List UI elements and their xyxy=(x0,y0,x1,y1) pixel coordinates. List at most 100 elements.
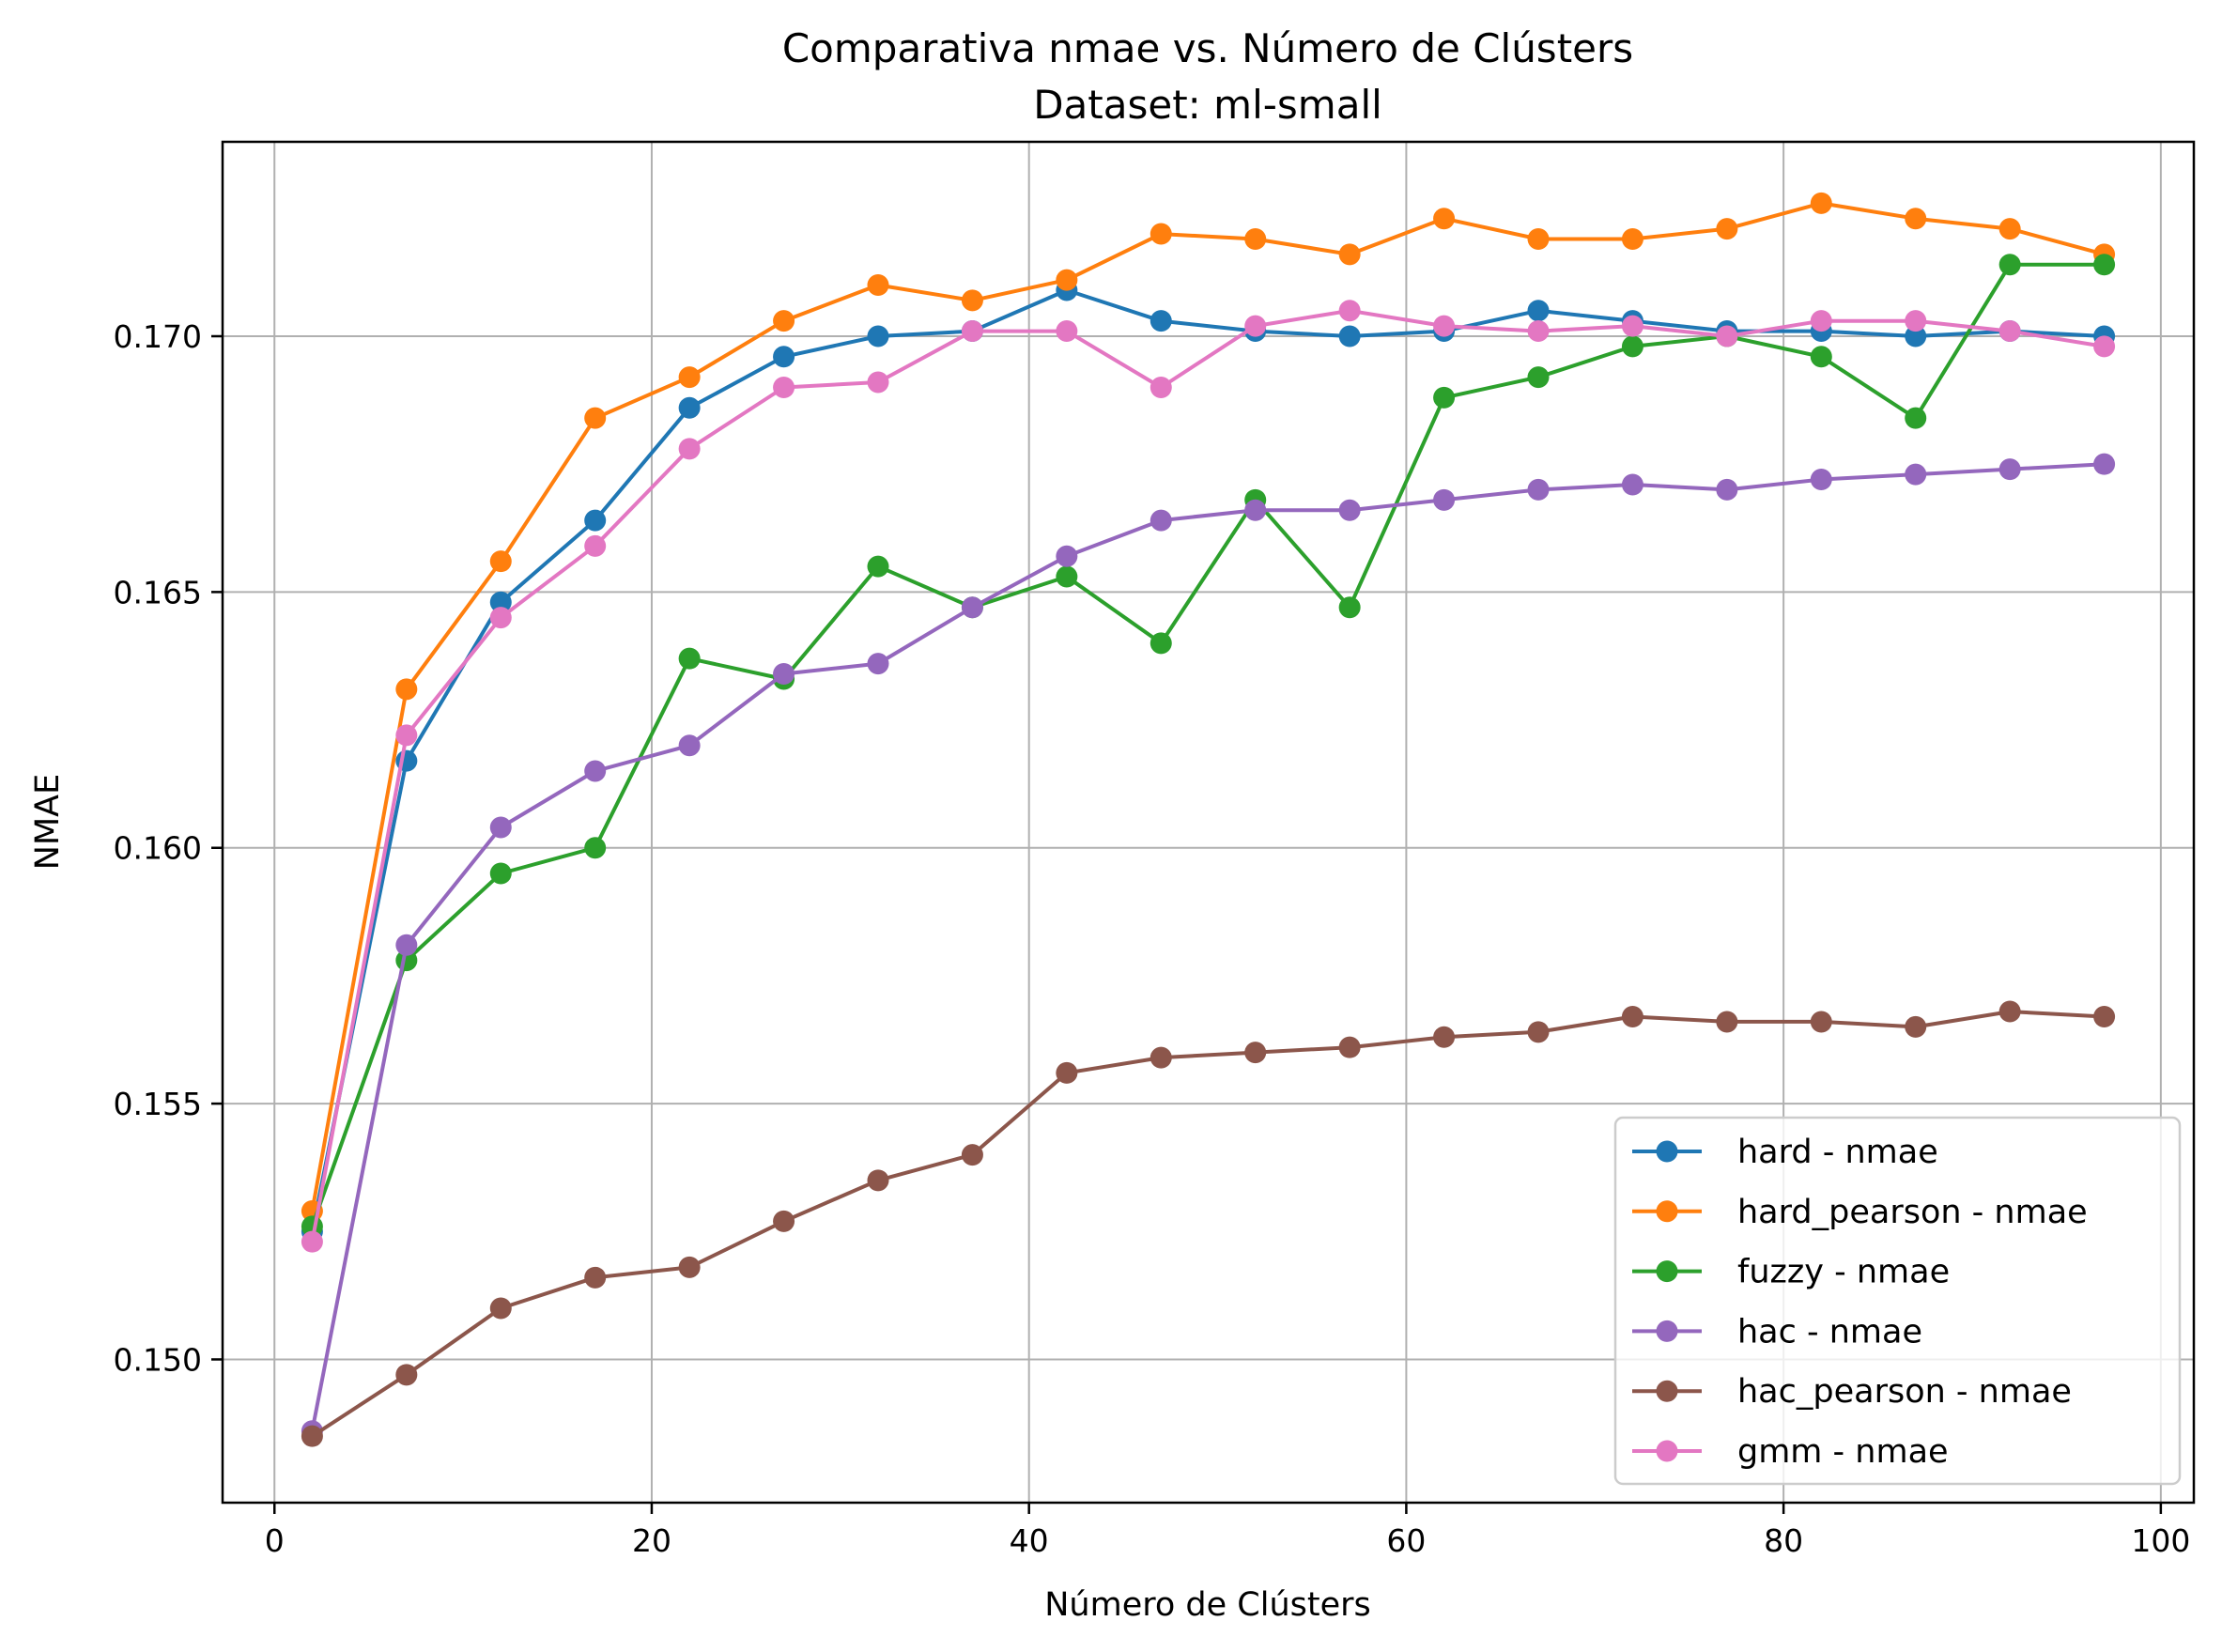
data-point xyxy=(1810,469,1832,491)
data-point xyxy=(773,346,795,368)
chart-title: Comparativa nmae vs. Número de Clústers xyxy=(782,25,1633,71)
legend-box xyxy=(1613,1116,2182,1486)
data-point xyxy=(1433,1026,1456,1048)
data-point xyxy=(1433,315,1456,337)
series-line xyxy=(310,308,2106,1244)
data-point xyxy=(1338,243,1361,266)
data-point xyxy=(867,653,889,675)
legend-label: hard - nmae xyxy=(1737,1134,1938,1171)
data-point xyxy=(1244,499,1267,521)
data-point xyxy=(489,816,512,839)
data-point xyxy=(1150,223,1172,245)
legend-label: hac_pearson - nmae xyxy=(1737,1373,2072,1411)
data-point xyxy=(1244,315,1267,337)
data-point xyxy=(1527,1021,1550,1043)
data-point xyxy=(489,550,512,573)
data-point xyxy=(1905,407,1927,429)
data-point xyxy=(1150,509,1172,532)
legend-marker xyxy=(1656,1260,1678,1283)
data-point xyxy=(1433,208,1456,230)
series-3 xyxy=(301,453,2116,1443)
data-point xyxy=(678,366,701,389)
data-point xyxy=(1810,346,1832,368)
data-point xyxy=(1338,300,1361,322)
data-point xyxy=(867,555,889,578)
legend-marker xyxy=(1656,1140,1678,1163)
data-point xyxy=(1527,228,1550,250)
y-axis-ticks: 0.150 0.155 0.160 0.165 0.170 xyxy=(114,318,223,1378)
data-point xyxy=(1056,1061,1078,1084)
data-point xyxy=(773,310,795,332)
data-point xyxy=(678,396,701,419)
data-point xyxy=(1621,228,1643,250)
y-axis-label: NMAE xyxy=(29,774,67,870)
series-line xyxy=(309,262,2106,1229)
data-point xyxy=(2093,335,2116,358)
data-point xyxy=(1527,320,1550,343)
data-point xyxy=(678,647,701,670)
data-point xyxy=(1621,335,1643,358)
data-point xyxy=(1433,488,1456,511)
data-point xyxy=(489,607,512,629)
legend-marker xyxy=(1656,1380,1678,1402)
data-point xyxy=(961,289,983,312)
data-point xyxy=(1338,325,1361,347)
data-point xyxy=(1056,320,1078,343)
data-point xyxy=(678,734,701,757)
data-point xyxy=(1527,366,1550,389)
x-axis-ticks: 0 20 40 60 80 100 xyxy=(265,1503,2190,1559)
x-tick-label: 60 xyxy=(1386,1522,1426,1559)
data-point xyxy=(1810,192,1832,214)
data-point xyxy=(1150,310,1172,332)
data-point xyxy=(678,438,701,460)
data-point xyxy=(1150,1046,1172,1069)
data-point xyxy=(1150,632,1172,655)
y-tick-label: 0.160 xyxy=(114,830,202,867)
axes-frame xyxy=(221,140,2196,1505)
data-point xyxy=(1905,325,1927,347)
data-point xyxy=(1998,218,2021,240)
legend-label: fuzzy - nmae xyxy=(1737,1254,1950,1291)
data-point xyxy=(1905,1015,1927,1038)
legend: hard - nmae hard_pearson - nmae fuzzy - nm… xyxy=(1613,1116,2182,1486)
data-point xyxy=(961,1144,983,1166)
series-1 xyxy=(301,192,2116,1222)
data-point xyxy=(1527,478,1550,501)
data-point xyxy=(2093,254,2116,276)
data-point xyxy=(961,320,983,343)
data-point xyxy=(773,1210,795,1232)
series-5 xyxy=(301,300,2116,1253)
data-point xyxy=(584,534,607,557)
data-point xyxy=(395,1364,418,1386)
data-point xyxy=(1905,463,1927,486)
data-point xyxy=(395,724,418,747)
data-point xyxy=(1056,545,1078,567)
data-point xyxy=(489,862,512,885)
data-point xyxy=(584,837,607,859)
data-point xyxy=(1150,376,1172,398)
legend-marker xyxy=(1656,1320,1678,1342)
data-point xyxy=(773,376,795,398)
data-point xyxy=(1244,228,1267,250)
data-point xyxy=(1810,1011,1832,1033)
data-point xyxy=(301,1230,323,1253)
data-point xyxy=(867,325,889,347)
x-tick-label: 20 xyxy=(632,1522,671,1559)
series-line xyxy=(310,288,2106,1234)
data-point xyxy=(1810,310,1832,332)
data-point xyxy=(1905,310,1927,332)
data-point xyxy=(961,596,983,619)
data-point xyxy=(867,274,889,297)
data-point xyxy=(1716,325,1738,347)
data-point xyxy=(1621,315,1643,337)
series-line xyxy=(310,201,2107,1213)
plot-area xyxy=(301,192,2116,1447)
data-point xyxy=(1527,300,1550,322)
data-point xyxy=(584,509,607,532)
chart-subtitle: Dataset: ml-small xyxy=(1033,82,1382,128)
data-point xyxy=(1338,596,1361,619)
data-point xyxy=(584,1266,607,1289)
series-4 xyxy=(301,1000,2116,1447)
data-point xyxy=(1056,269,1078,291)
legend-label: hard_pearson - nmae xyxy=(1737,1194,2088,1231)
